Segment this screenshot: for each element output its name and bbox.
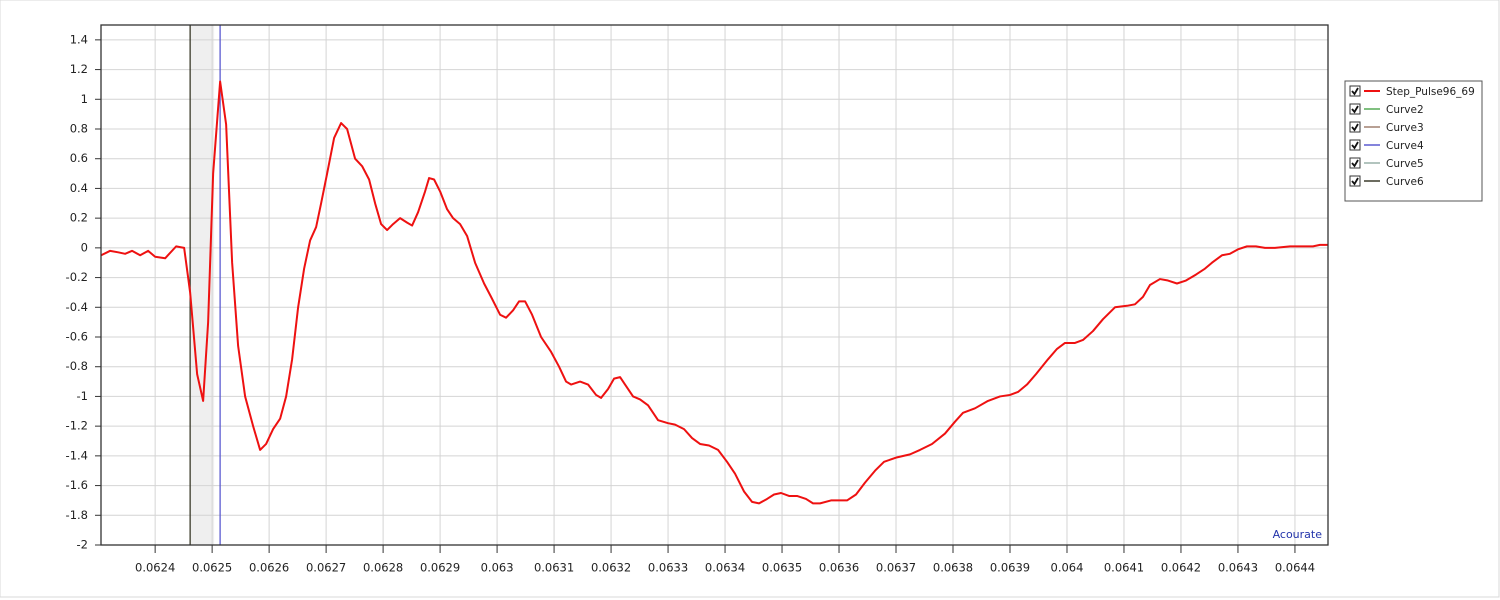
legend-checkbox[interactable]: [1349, 103, 1361, 115]
x-tick-label: 0.0641: [1104, 561, 1144, 575]
annotation: Acourate: [1273, 528, 1323, 541]
legend-checkmark: [1351, 123, 1359, 132]
y-tick-label: -1.4: [66, 448, 88, 462]
x-tick-label: 0.063: [481, 561, 514, 575]
y-tick-label: 0.4: [70, 181, 88, 195]
legend-checkbox[interactable]: [1349, 139, 1361, 151]
x-tick-label: 0.0644: [1275, 561, 1315, 575]
shaded-span: [190, 25, 215, 545]
legend-checkmark: [1351, 141, 1359, 150]
plot-area: -2 -1.8 -1.6 -1.4 -1.2 -1 -0.8 -0.6 -0.4 -0.2 0 0.2…: [66, 24, 1329, 575]
x-tick-label: 0.0631: [534, 561, 574, 575]
legend-checkmark: [1351, 159, 1359, 168]
x-tick-label: 0.064: [1051, 561, 1084, 575]
y-tick-label: -1.2: [66, 419, 88, 433]
y-tick-label: 1: [81, 92, 88, 106]
legend-checkmark: [1351, 87, 1359, 96]
y-tick-label: 0.2: [70, 211, 88, 225]
x-tick-label: 0.0635: [762, 561, 802, 575]
x-tick-label: 0.0636: [819, 561, 859, 575]
legend-label: Step_Pulse96_69: [1386, 86, 1475, 98]
y-tick-label: 1.4: [70, 32, 88, 46]
legend-checkbox[interactable]: [1349, 85, 1361, 97]
x-tick-label: 0.0625: [192, 561, 232, 575]
x-tick-label: 0.0627: [306, 561, 346, 575]
y-tick-label: 0.6: [70, 151, 88, 165]
series-line: [100, 80, 1328, 505]
x-tick-label: 0.0626: [249, 561, 289, 575]
y-tick-label: -0.8: [66, 359, 88, 373]
plot-frame: [100, 24, 1329, 546]
y-tick-label: -2: [77, 538, 88, 552]
legend-checkbox[interactable]: [1349, 157, 1361, 169]
x-tick-label: 0.0632: [591, 561, 631, 575]
x-tick-label: 0.0634: [705, 561, 745, 575]
x-tick-label: 0.0628: [363, 561, 403, 575]
y-tick-label: -0.6: [66, 330, 88, 344]
legend-label: Curve4: [1386, 140, 1424, 152]
x-tick-label: 0.0624: [135, 561, 175, 575]
x-tick-label: 0.0629: [420, 561, 460, 575]
y-tick-label: 1.2: [70, 62, 88, 76]
legend-checkbox[interactable]: [1349, 121, 1361, 133]
x-tick-label: 0.0639: [990, 561, 1030, 575]
y-tick-label: -1.6: [66, 478, 88, 492]
legend-label: Curve6: [1386, 176, 1424, 188]
x-tick-label: 0.0638: [933, 561, 973, 575]
y-tick-label: 0.8: [70, 122, 88, 136]
y-tick-label: 0: [81, 240, 88, 254]
x-tick-label: 0.0637: [876, 561, 916, 575]
legend-label: Curve2: [1386, 104, 1424, 116]
legend: Step_Pulse96_69 Curve2 Curve3 Curve4 Curve5 C…: [1344, 80, 1483, 202]
y-tick-label: -0.2: [66, 270, 88, 284]
y-tick-label: -1: [77, 389, 88, 403]
legend-label: Curve5: [1386, 158, 1424, 170]
y-tick-label: -0.4: [66, 300, 88, 314]
legend-checkmark: [1351, 177, 1359, 186]
x-tick-label: 0.0633: [648, 561, 688, 575]
legend-label: Curve3: [1386, 122, 1424, 134]
y-tick-label: -1.8: [66, 508, 88, 522]
x-tick-label: 0.0643: [1218, 561, 1258, 575]
legend-checkbox[interactable]: [1349, 175, 1361, 187]
x-tick-label: 0.0642: [1161, 561, 1201, 575]
plot-background: [101, 25, 1328, 545]
legend-checkmark: [1351, 105, 1359, 114]
